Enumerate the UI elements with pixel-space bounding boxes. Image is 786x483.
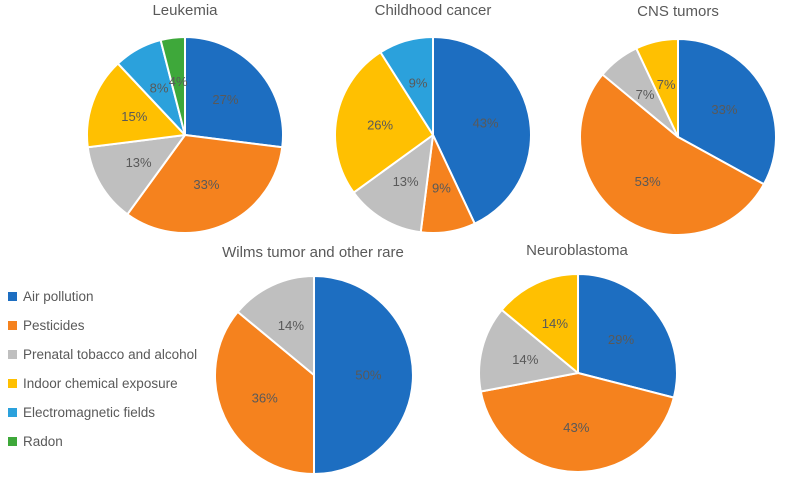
- legend-label: Radon: [23, 434, 63, 449]
- pie-slice-pesticides: [479, 371, 675, 473]
- pie-slice-prenatal-tobacco-and-alcohol: [86, 134, 186, 216]
- chart-leukemia: Leukemia 27% 33% 13% 15% 8% 4%: [85, 2, 285, 235]
- pie-data-label: 13%: [126, 155, 152, 170]
- indoor-chemical-swatch-icon: [8, 379, 17, 388]
- chart-title-leukemia: Leukemia: [152, 2, 218, 19]
- legend-item-electromagnetic-fields: Electromagnetic fields: [8, 398, 197, 427]
- pie-slice-indoor-chemical-exposure: [635, 38, 679, 138]
- pie-slice-electromagnetic-fields: [379, 36, 434, 136]
- radon-swatch-icon: [8, 437, 17, 446]
- legend-label: Prenatal tobacco and alcohol: [23, 347, 198, 362]
- legend-label: Air pollution: [23, 289, 94, 304]
- pie-data-label: 33%: [193, 177, 219, 192]
- chart-wilms-tumor: Wilms tumor and other rare 50% 36% 14%: [213, 244, 414, 476]
- pie-data-label: 36%: [252, 391, 279, 406]
- pie-slice-pesticides: [126, 134, 284, 234]
- pie-slice-pesticides: [579, 73, 765, 236]
- chart-title-wilms-tumor: Wilms tumor and other rare: [222, 244, 404, 261]
- electromagnetic-fields-swatch-icon: [8, 408, 17, 417]
- pie-data-label: 9%: [432, 181, 451, 196]
- pie-data-label: 14%: [512, 352, 539, 367]
- pie-data-label: 43%: [473, 116, 499, 131]
- pie-data-label: 33%: [711, 102, 737, 117]
- pie-data-label: 14%: [278, 318, 305, 333]
- legend-item-air-pollution: Air pollution: [8, 282, 197, 311]
- pie-slice-air-pollution: [677, 38, 777, 186]
- chart-title-neuroblastoma: Neuroblastoma: [526, 242, 628, 259]
- chart-title-cns-tumors: CNS tumors: [637, 3, 719, 20]
- pie-data-label: 43%: [563, 420, 590, 435]
- pie-data-label: 14%: [542, 316, 569, 331]
- pie-slice-air-pollution: [432, 36, 532, 225]
- pie-leukemia: 27% 33% 13% 15%8% 4%: [86, 36, 284, 234]
- pie-slice-air-pollution: [312, 275, 414, 475]
- legend-item-pesticides: Pesticides: [8, 311, 197, 340]
- pie-data-label: 9%: [409, 76, 428, 91]
- pie-data-label: 13%: [393, 174, 419, 189]
- pie-slice-air-pollution: [184, 36, 284, 149]
- pie-slice-prenatal-tobacco-and-alcohol: [352, 134, 434, 234]
- pie-data-label: 53%: [635, 174, 661, 189]
- pie-data-label: 50%: [355, 368, 382, 383]
- legend-item-radon: Radon: [8, 427, 197, 456]
- legend-item-prenatal-tobacco-and-alcohol: Prenatal tobacco and alcohol: [8, 340, 197, 369]
- pie-slice-indoor-chemical-exposure: [500, 273, 580, 375]
- pesticides-swatch-icon: [8, 321, 17, 330]
- chart-neuroblastoma: Neuroblastoma 29% 43% 14% 14%: [477, 242, 678, 474]
- chart-cns-tumors: CNS tumors 33% 53% 7% 7%: [578, 3, 778, 237]
- legend-label: Pesticides: [23, 318, 85, 333]
- pie-data-label: 7%: [636, 87, 655, 102]
- legend-item-indoor-chemical-exposure: Indoor chemical exposure: [8, 369, 197, 398]
- pie-data-label: 8%: [150, 80, 169, 95]
- chart-title-childhood-cancer: Childhood cancer: [374, 2, 492, 19]
- legend-label: Electromagnetic fields: [23, 405, 156, 420]
- pie-neuroblastoma: 29% 43% 14% 14%: [478, 273, 678, 473]
- pie-data-label: 29%: [608, 332, 635, 347]
- pie-cns-tumors: 33% 53% 7%7%: [579, 38, 777, 236]
- pie-data-label: 26%: [367, 117, 393, 132]
- pie-childhood-cancer: 43% 9% 13% 26% 9%: [334, 36, 532, 234]
- chart-childhood-cancer: Childhood cancer 43% 9% 13% 26% 9%: [333, 2, 533, 235]
- pie-data-label: 4%: [169, 74, 188, 89]
- pie-wilms-tumor: 50% 36% 14%: [214, 275, 414, 475]
- pie-slice-pesticides: [214, 310, 316, 475]
- air-pollution-swatch-icon: [8, 292, 17, 301]
- legend: Air pollution Pesticides Prenatal tobacc…: [8, 282, 197, 456]
- pie-slice-air-pollution: [576, 273, 678, 399]
- pie-slice-prenatal-tobacco-and-alcohol: [478, 308, 580, 393]
- pie-slice-indoor-chemical-exposure: [334, 51, 434, 194]
- pie-data-label: 27%: [212, 92, 238, 107]
- pie-slice-radon: [159, 36, 186, 136]
- legend-label: Indoor chemical exposure: [23, 376, 178, 391]
- pie-data-label: 15%: [121, 109, 147, 124]
- prenatal-tobacco-swatch-icon: [8, 350, 17, 359]
- pie-data-label: 7%: [657, 77, 676, 92]
- pie-slice-indoor-chemical-exposure: [86, 62, 186, 149]
- pie-slice-prenatal-tobacco-and-alcohol: [236, 275, 316, 377]
